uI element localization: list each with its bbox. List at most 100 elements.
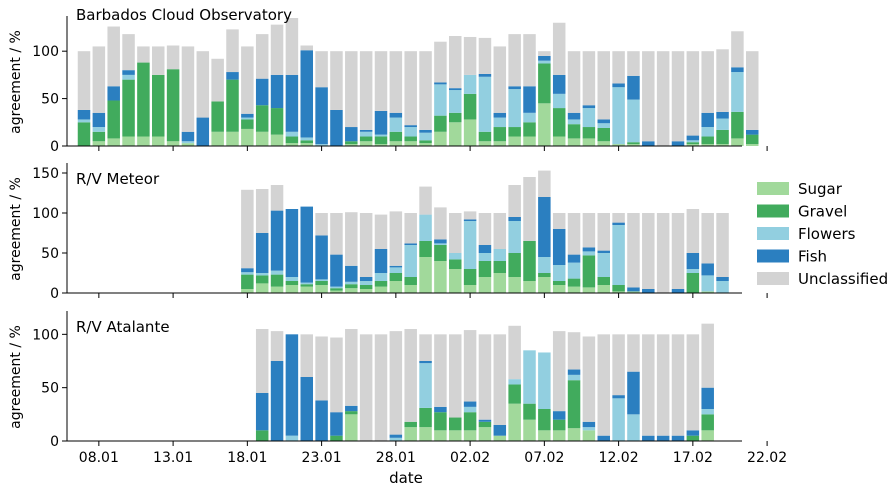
bar-unclassified-26.01 [359, 334, 373, 441]
bar-sugar-11.01 [137, 136, 150, 146]
bar-gravel-09.02 [567, 380, 581, 429]
x-tick-label: 18.01 [227, 450, 267, 466]
bar-gravel-31.01 [434, 245, 447, 261]
bar-fish-05.02 [508, 217, 521, 221]
bar-fish-21.01 [285, 209, 299, 277]
bar-sugar-12.02 [612, 291, 625, 293]
bar-flowers-01.02 [449, 253, 462, 260]
bar-flowers-12.02 [612, 225, 625, 285]
bar-sugar-08.01 [92, 141, 106, 146]
bar-unclassified-18.02 [701, 323, 714, 388]
bar-sugar-04.02 [493, 273, 507, 293]
bar-sugar-22.01 [300, 286, 313, 293]
x-tick-label: 28.01 [376, 450, 416, 466]
bar-unclassified-01.02 [449, 334, 462, 418]
bar-gravel-27.01 [374, 136, 388, 145]
bar-unclassified-16.02 [671, 51, 685, 142]
bar-sugar-29.01 [404, 141, 417, 146]
bar-fish-26.01 [359, 277, 373, 281]
bar-sugar-13.02 [627, 291, 640, 293]
bar-fish-19.01 [255, 78, 269, 106]
bar-sugar-18.02 [701, 144, 714, 146]
bar-fish-28.01 [389, 265, 403, 268]
bar-fish-17.01 [226, 72, 239, 80]
bar-gravel-29.01 [404, 421, 417, 428]
bar-unclassified-07.01 [77, 51, 91, 110]
y-tick-label: 0 [50, 286, 59, 302]
bar-fish-16.02 [671, 289, 685, 293]
bar-unclassified-10.01 [122, 34, 135, 71]
bar-fish-16.02 [671, 141, 685, 146]
bar-gravel-08.01 [92, 131, 106, 142]
bar-flowers-04.02 [493, 117, 507, 128]
legend-swatch-fish [757, 249, 789, 263]
legend-label-flowers: Flowers [798, 225, 856, 243]
bar-gravel-05.02 [508, 384, 521, 404]
bar-unclassified-14.02 [642, 213, 655, 289]
bar-sugar-02.02 [463, 285, 477, 293]
bar-gravel-25.01 [345, 284, 358, 289]
bar-sugar-09.02 [567, 138, 581, 146]
bar-unclassified-09.01 [107, 26, 120, 87]
x-tick-label: 12.02 [599, 450, 639, 466]
bar-flowers-21.01 [285, 131, 299, 137]
bar-gravel-20.02 [731, 111, 744, 139]
bar-fish-09.01 [107, 86, 120, 101]
bar-flowers-13.02 [627, 99, 640, 143]
bar-sugar-01.02 [449, 269, 462, 293]
bar-fish-18.02 [701, 263, 714, 276]
bar-fish-20.01 [270, 74, 284, 109]
bar-flowers-05.02 [508, 221, 521, 253]
bar-fish-11.02 [597, 250, 610, 253]
bar-fish-08.02 [552, 411, 566, 420]
bar-flowers-09.02 [567, 374, 581, 381]
bar-gravel-03.02 [478, 131, 492, 142]
panel-title: Barbados Cloud Observatory [76, 6, 292, 24]
bar-gravel-09.02 [567, 278, 581, 287]
bar-flowers-21.01 [285, 435, 299, 441]
bar-unclassified-30.01 [419, 51, 432, 130]
bar-sugar-31.01 [434, 261, 447, 293]
bar-gravel-03.02 [478, 421, 492, 428]
legend-swatch-gravel [757, 204, 789, 218]
y-tick-label: 50 [41, 381, 59, 397]
bar-fish-25.01 [345, 405, 358, 412]
bar-unclassified-22.01 [300, 45, 313, 51]
x-axis-label: date [389, 469, 423, 485]
bar-gravel-21.02 [746, 134, 759, 145]
bar-fish-11.02 [597, 435, 610, 441]
bar-unclassified-19.01 [255, 34, 269, 79]
bar-gravel-30.01 [419, 241, 432, 257]
legend-label-sugar: Sugar [798, 180, 843, 198]
bar-fish-14.02 [642, 141, 655, 146]
bar-gravel-09.01 [107, 100, 120, 139]
bar-flowers-18.01 [241, 117, 254, 120]
bar-fish-25.01 [345, 127, 358, 142]
bar-unclassified-18.02 [701, 213, 714, 264]
bar-flowers-10.01 [122, 74, 135, 80]
bar-gravel-02.02 [463, 269, 477, 285]
bar-fish-25.01 [345, 265, 358, 282]
bar-fish-10.02 [582, 247, 596, 252]
bar-unclassified-12.02 [612, 51, 625, 84]
bar-fish-03.02 [478, 419, 492, 422]
bar-unclassified-20.01 [270, 331, 284, 361]
bar-unclassified-08.02 [552, 22, 566, 75]
bar-sugar-29.01 [404, 285, 417, 293]
bar-gravel-10.02 [582, 127, 596, 139]
bar-sugar-07.02 [538, 103, 551, 146]
bar-sugar-18.02 [701, 430, 714, 441]
bar-flowers-07.02 [538, 257, 551, 273]
bar-flowers-08.01 [92, 127, 106, 132]
bar-gravel-07.02 [538, 409, 551, 431]
bar-sugar-18.01 [241, 128, 254, 146]
bar-sugar-04.02 [493, 141, 507, 146]
bar-sugar-01.02 [449, 430, 462, 441]
bar-fish-08.02 [552, 229, 566, 265]
bar-gravel-04.02 [493, 127, 507, 142]
bar-gravel-25.01 [345, 411, 358, 415]
bar-unclassified-03.02 [478, 213, 492, 245]
bar-gravel-13.02 [627, 142, 640, 145]
bar-sugar-18.01 [241, 289, 254, 293]
bar-gravel-31.01 [434, 115, 447, 132]
